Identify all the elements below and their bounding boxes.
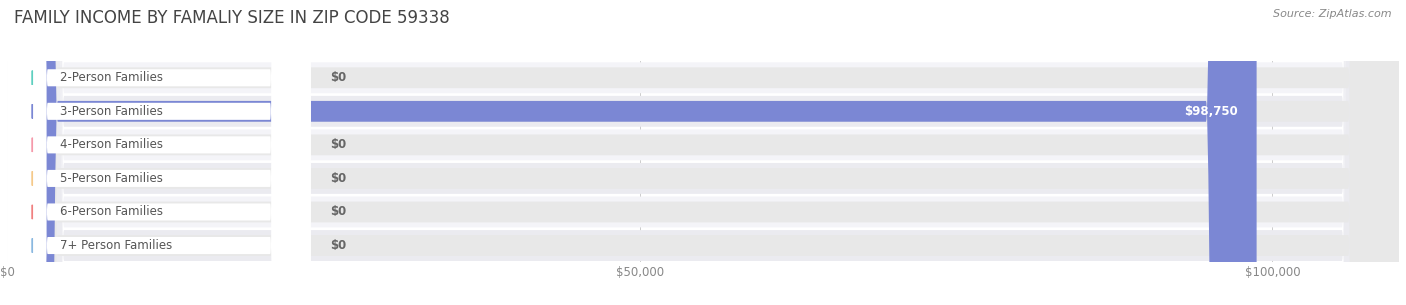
Text: 7+ Person Families: 7+ Person Families	[60, 239, 173, 252]
FancyBboxPatch shape	[7, 0, 1399, 305]
FancyBboxPatch shape	[7, 0, 1257, 305]
FancyBboxPatch shape	[7, 0, 311, 305]
FancyBboxPatch shape	[7, 0, 1399, 305]
Text: 2-Person Families: 2-Person Families	[60, 71, 163, 84]
FancyBboxPatch shape	[7, 0, 1399, 305]
FancyBboxPatch shape	[7, 0, 1399, 305]
FancyBboxPatch shape	[7, 0, 311, 305]
Text: $0: $0	[329, 71, 346, 84]
Text: $98,750: $98,750	[1184, 105, 1237, 118]
FancyBboxPatch shape	[7, 0, 311, 305]
FancyBboxPatch shape	[7, 0, 1399, 305]
Text: $0: $0	[329, 206, 346, 218]
Text: FAMILY INCOME BY FAMALIY SIZE IN ZIP CODE 59338: FAMILY INCOME BY FAMALIY SIZE IN ZIP COD…	[14, 9, 450, 27]
Text: 6-Person Families: 6-Person Families	[60, 206, 163, 218]
Text: 3-Person Families: 3-Person Families	[60, 105, 163, 118]
Text: 4-Person Families: 4-Person Families	[60, 138, 163, 151]
FancyBboxPatch shape	[7, 0, 1399, 305]
Text: $0: $0	[329, 138, 346, 151]
FancyBboxPatch shape	[7, 0, 1399, 305]
FancyBboxPatch shape	[7, 0, 1399, 305]
FancyBboxPatch shape	[7, 0, 1399, 305]
FancyBboxPatch shape	[7, 0, 311, 305]
Text: 5-Person Families: 5-Person Families	[60, 172, 163, 185]
FancyBboxPatch shape	[7, 0, 1399, 305]
Text: $0: $0	[329, 172, 346, 185]
FancyBboxPatch shape	[7, 0, 311, 305]
Text: Source: ZipAtlas.com: Source: ZipAtlas.com	[1274, 9, 1392, 19]
FancyBboxPatch shape	[7, 0, 1399, 305]
FancyBboxPatch shape	[7, 0, 311, 305]
FancyBboxPatch shape	[7, 0, 1399, 305]
Text: $0: $0	[329, 239, 346, 252]
